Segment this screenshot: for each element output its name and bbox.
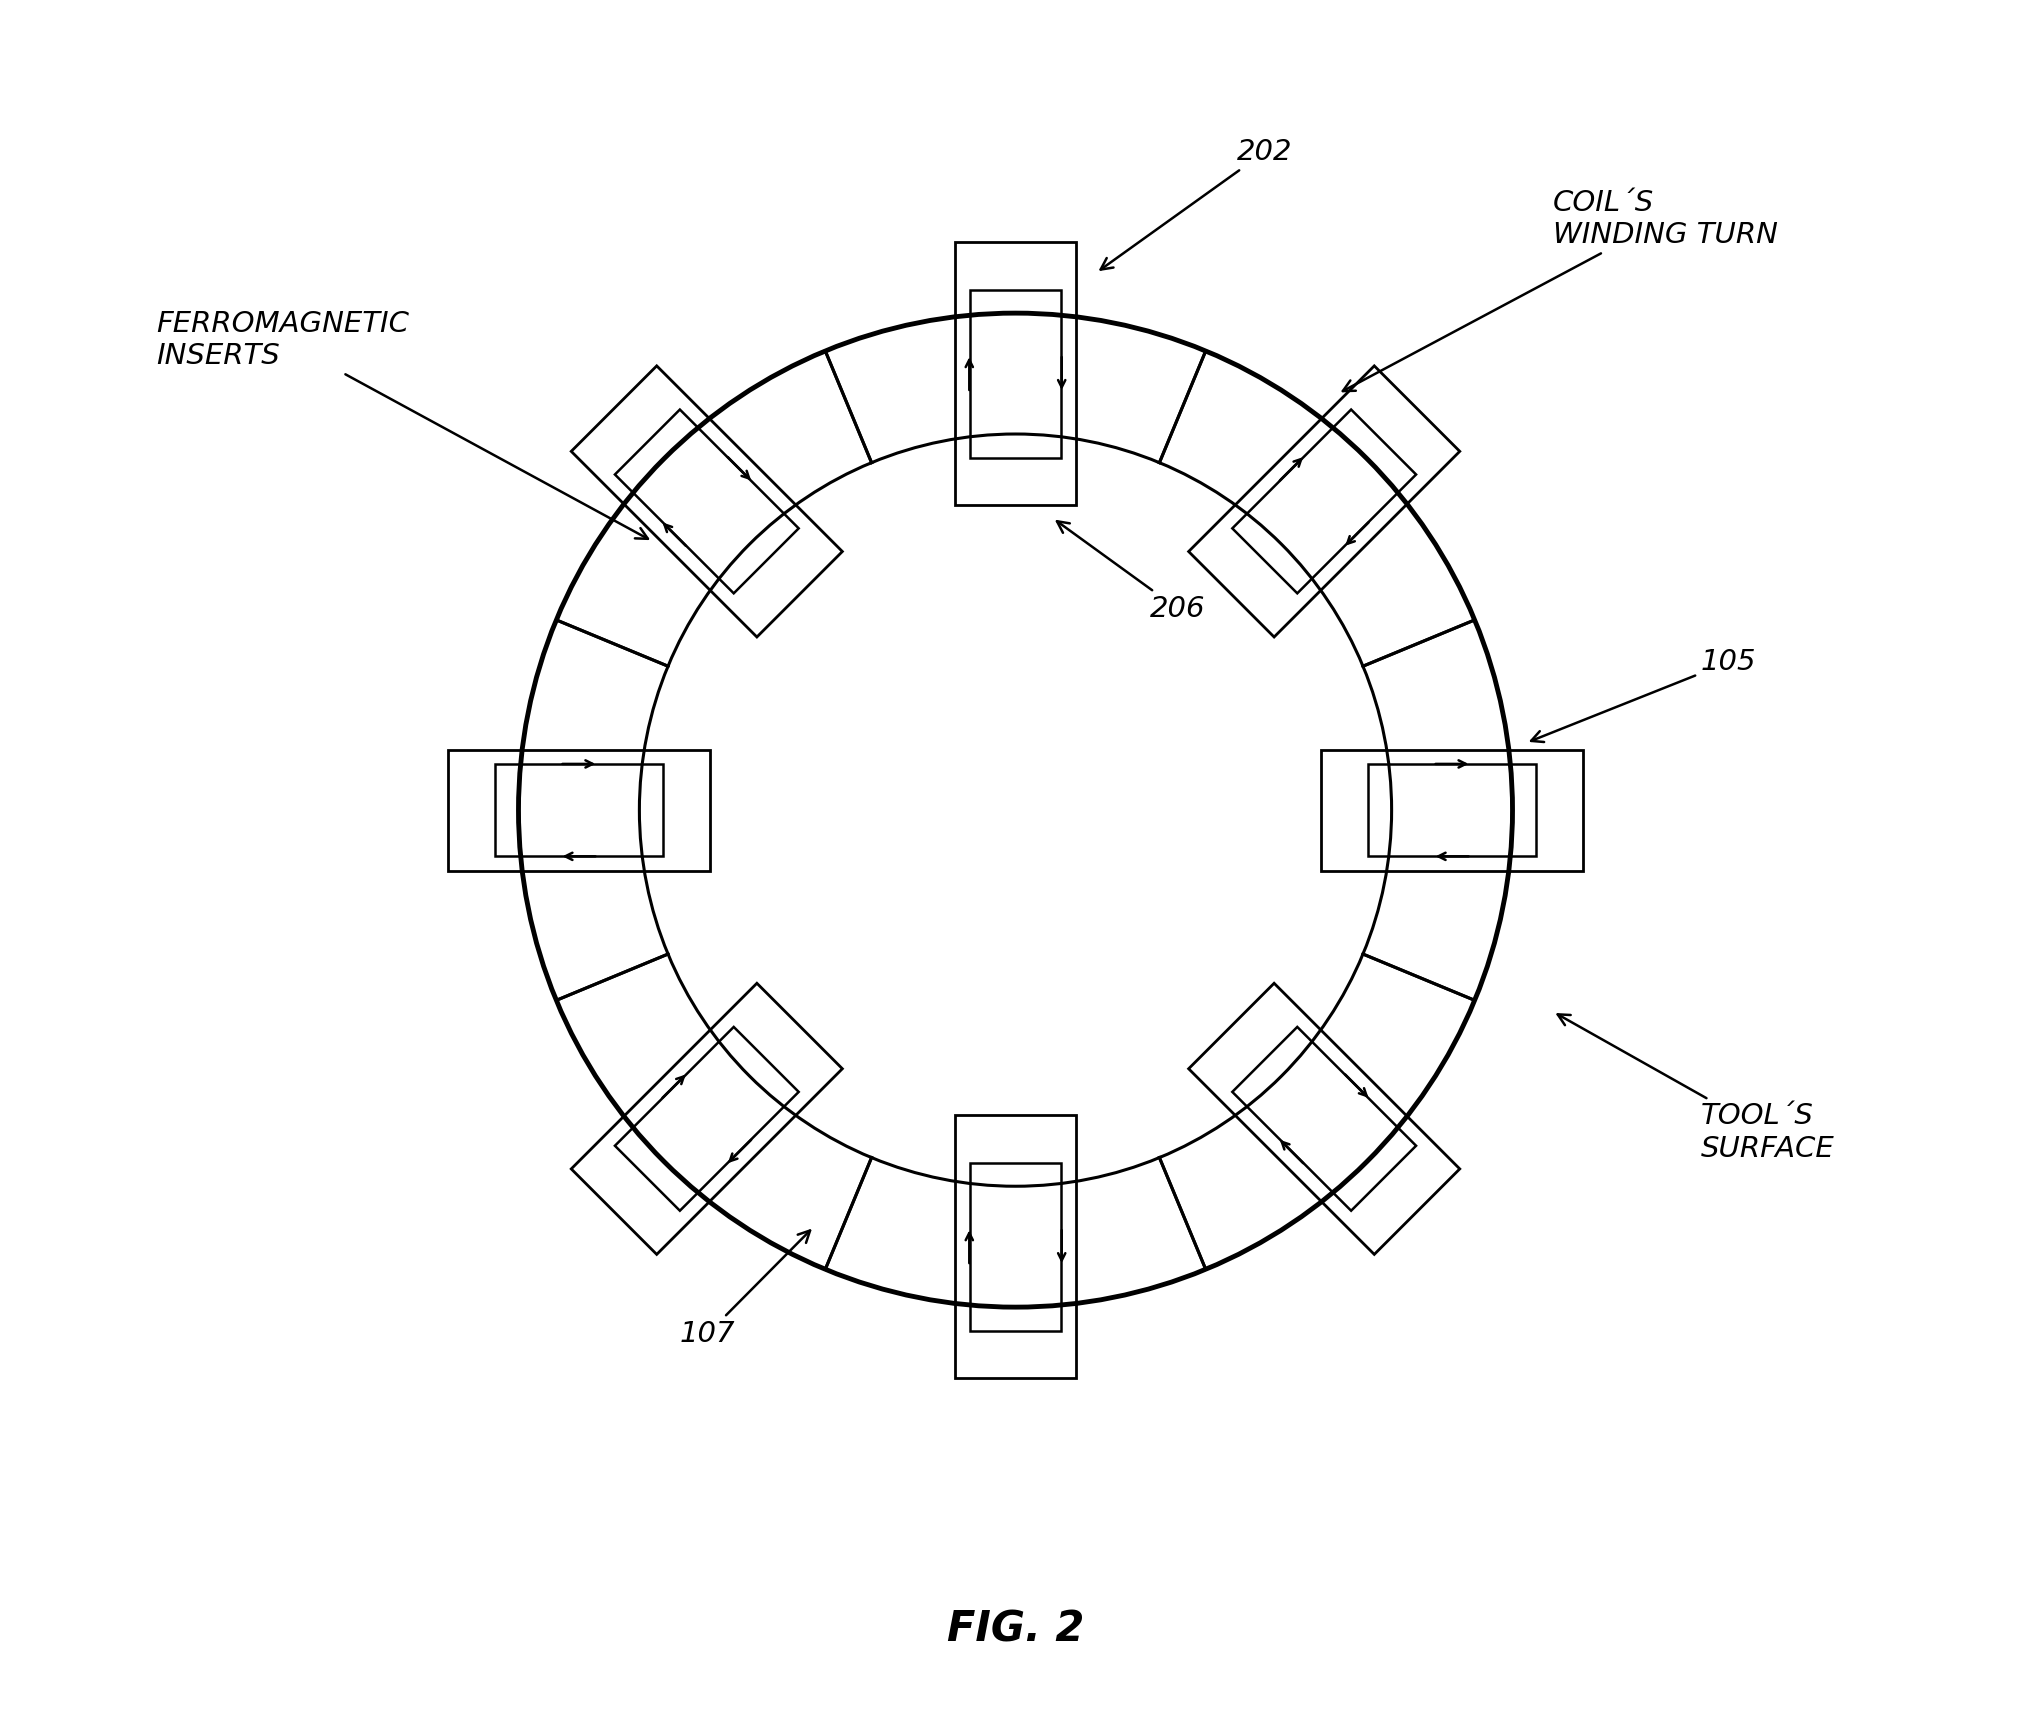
Circle shape bbox=[773, 568, 1257, 1052]
Text: 206: 206 bbox=[1056, 521, 1204, 623]
Polygon shape bbox=[1188, 367, 1460, 637]
Polygon shape bbox=[1362, 922, 1488, 1000]
Text: 107: 107 bbox=[680, 1231, 810, 1348]
Polygon shape bbox=[615, 410, 798, 594]
Polygon shape bbox=[954, 1115, 1076, 1379]
Polygon shape bbox=[1188, 983, 1460, 1255]
Polygon shape bbox=[786, 1144, 871, 1270]
Polygon shape bbox=[824, 336, 901, 463]
Polygon shape bbox=[1320, 750, 1583, 871]
Polygon shape bbox=[1362, 620, 1488, 697]
Text: 202: 202 bbox=[1100, 138, 1291, 270]
Text: TOOL´S
SURFACE: TOOL´S SURFACE bbox=[1557, 1014, 1833, 1163]
Polygon shape bbox=[954, 243, 1076, 504]
Polygon shape bbox=[968, 1163, 1062, 1330]
Polygon shape bbox=[1368, 764, 1535, 855]
Polygon shape bbox=[1232, 410, 1415, 594]
Polygon shape bbox=[570, 367, 842, 637]
Circle shape bbox=[505, 299, 1525, 1320]
Polygon shape bbox=[556, 953, 682, 1039]
Text: COIL´S
WINDING TURN: COIL´S WINDING TURN bbox=[1342, 189, 1776, 391]
Polygon shape bbox=[495, 764, 662, 855]
Polygon shape bbox=[542, 922, 668, 1000]
Polygon shape bbox=[968, 289, 1062, 458]
Polygon shape bbox=[542, 620, 668, 697]
Text: 105: 105 bbox=[1531, 649, 1756, 742]
Polygon shape bbox=[824, 1158, 901, 1284]
Text: FERROMAGNETIC
INSERTS: FERROMAGNETIC INSERTS bbox=[156, 310, 648, 539]
Polygon shape bbox=[570, 983, 842, 1255]
Polygon shape bbox=[556, 580, 682, 666]
Polygon shape bbox=[1159, 351, 1244, 477]
Polygon shape bbox=[1159, 1144, 1244, 1270]
Text: FIG. 2: FIG. 2 bbox=[946, 1609, 1084, 1650]
Polygon shape bbox=[1129, 1158, 1206, 1284]
Polygon shape bbox=[1348, 580, 1474, 666]
Polygon shape bbox=[1129, 336, 1206, 463]
Polygon shape bbox=[1232, 1027, 1415, 1210]
Polygon shape bbox=[786, 351, 871, 477]
Polygon shape bbox=[518, 313, 1512, 1308]
Polygon shape bbox=[447, 750, 710, 871]
Polygon shape bbox=[1348, 953, 1474, 1039]
Polygon shape bbox=[615, 1027, 798, 1210]
